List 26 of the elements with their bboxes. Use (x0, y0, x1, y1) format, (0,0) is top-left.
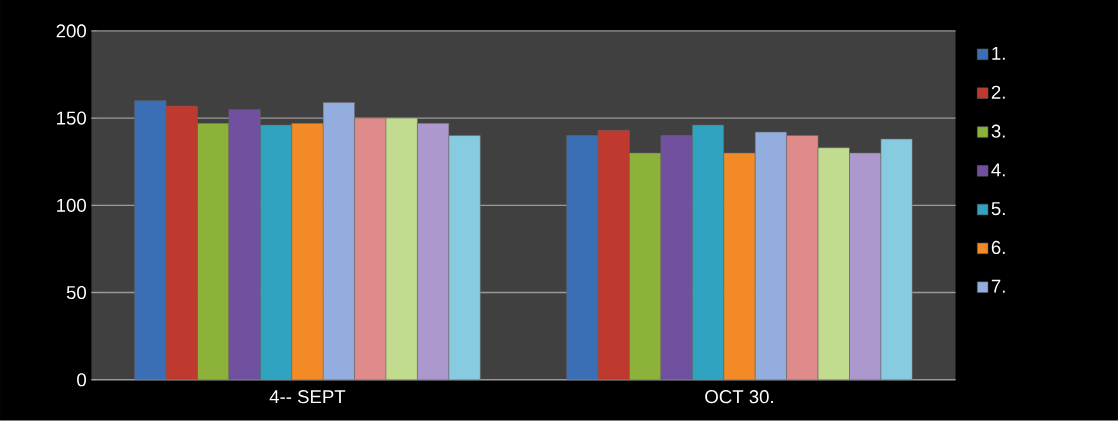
y-tick-label: 0 (77, 373, 86, 387)
x-tick-label: 4-- SEPT (269, 390, 346, 404)
y-tick-label: 100 (57, 198, 86, 213)
legend-label: 3. (991, 124, 1005, 138)
legend-label: 7. (991, 280, 1005, 293)
legend-label: 1. (992, 47, 1005, 60)
bar (228, 109, 261, 380)
bar (692, 125, 725, 380)
legend-label: 6. (991, 241, 1005, 255)
bar (880, 138, 913, 380)
bar (629, 152, 662, 380)
y-tick-label: 150 (57, 111, 86, 125)
legend-label: 2. (991, 85, 1005, 99)
bar (385, 118, 418, 380)
y-tick-label: 50 (66, 286, 86, 300)
bar (597, 130, 630, 380)
bar (448, 135, 481, 380)
bar (260, 125, 292, 380)
bar (660, 135, 693, 380)
bar (817, 147, 850, 380)
bar (165, 105, 198, 380)
x-tick-label: OCT 30. (705, 390, 773, 404)
legend-label: 5. (991, 202, 1005, 216)
bar (197, 123, 230, 380)
legend-label: 4. (991, 163, 1005, 177)
y-tick-label: 200 (56, 24, 86, 38)
